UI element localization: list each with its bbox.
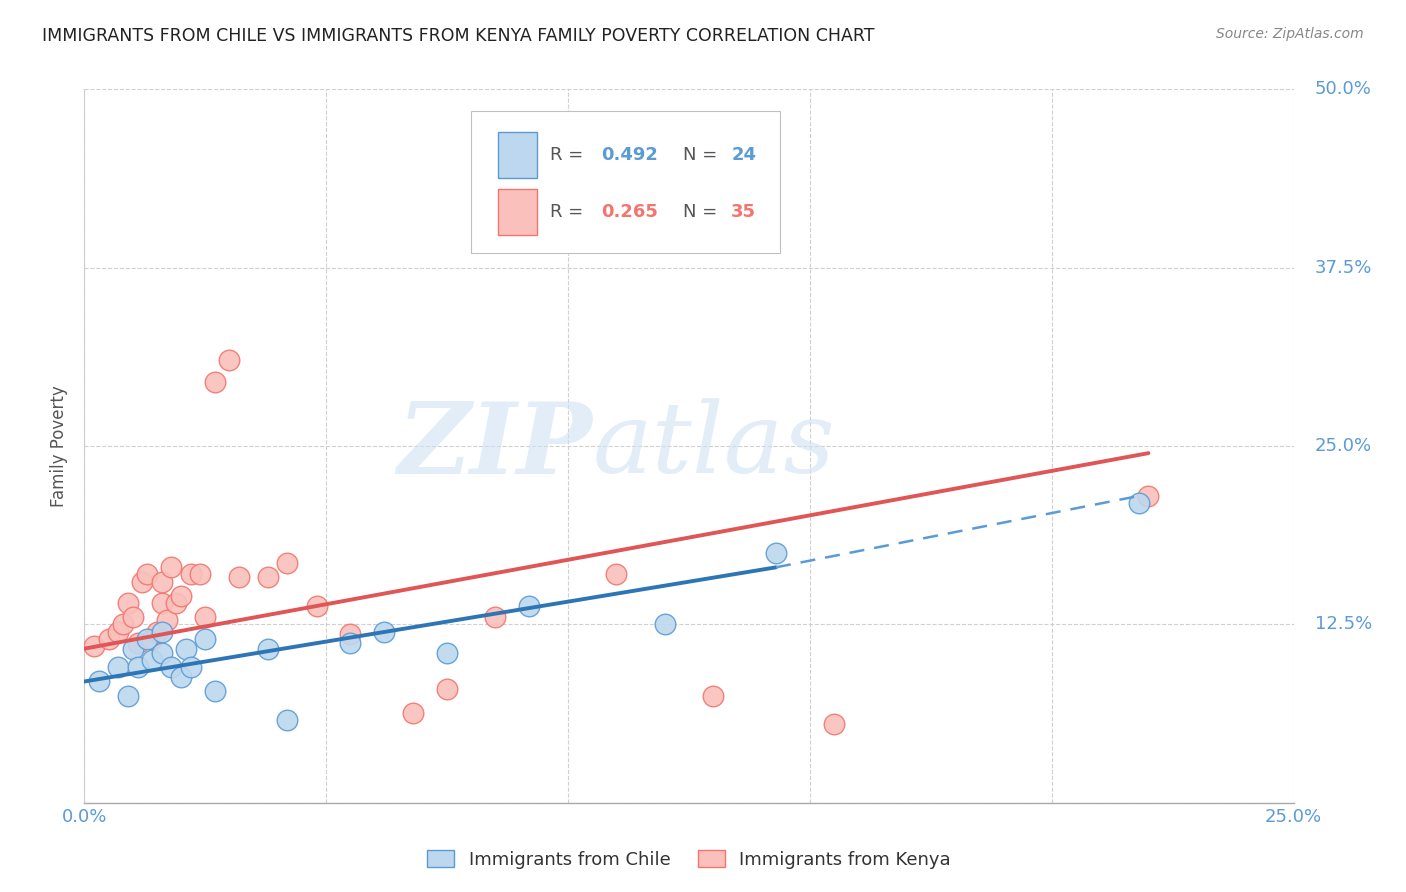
FancyBboxPatch shape [471,111,779,253]
Text: 0.265: 0.265 [600,203,658,221]
Point [204,684,226,698]
Text: R =: R = [550,146,589,164]
Point [127,636,149,650]
Point [180,567,202,582]
Legend: Immigrants from Chile, Immigrants from Kenya: Immigrants from Chile, Immigrants from K… [420,843,957,876]
Point [194,610,217,624]
Text: ZIP: ZIP [398,398,592,494]
Text: 35: 35 [731,203,756,221]
Text: 24: 24 [731,146,756,164]
Point [436,681,458,696]
Text: N =: N = [683,146,723,164]
Point [218,353,240,368]
Point [702,689,724,703]
Point [131,574,153,589]
Point [155,613,177,627]
Point [83,639,105,653]
Point [121,610,143,624]
Point [150,646,173,660]
Point [150,596,173,610]
Point [174,641,197,656]
Point [165,596,187,610]
Point [117,596,139,610]
Point [484,610,506,624]
Point [136,632,159,646]
Point [228,570,250,584]
Point [339,627,361,641]
Bar [498,189,537,235]
Point [654,617,676,632]
Point [107,624,129,639]
Point [150,574,173,589]
Point [257,570,280,584]
Point [373,624,395,639]
Point [339,636,361,650]
Point [107,660,129,674]
Bar [498,132,537,178]
Text: IMMIGRANTS FROM CHILE VS IMMIGRANTS FROM KENYA FAMILY POVERTY CORRELATION CHART: IMMIGRANTS FROM CHILE VS IMMIGRANTS FROM… [42,27,875,45]
Text: 0.492: 0.492 [600,146,658,164]
Point [136,567,159,582]
Point [160,560,183,574]
Point [605,567,627,582]
Point [146,624,169,639]
Point [194,632,217,646]
Text: 25.0%: 25.0% [1315,437,1372,455]
Point [765,546,787,560]
Point [276,556,298,570]
Point [1128,496,1150,510]
Text: R =: R = [550,203,589,221]
Point [517,599,540,613]
Text: 12.5%: 12.5% [1315,615,1372,633]
Point [204,375,226,389]
Point [402,706,425,720]
Point [127,660,149,674]
Point [160,660,183,674]
Text: 37.5%: 37.5% [1315,259,1372,277]
Point [557,168,579,182]
Text: 50.0%: 50.0% [1315,80,1371,98]
Text: Source: ZipAtlas.com: Source: ZipAtlas.com [1216,27,1364,41]
Point [180,660,202,674]
Point [257,641,280,656]
Point [87,674,110,689]
Y-axis label: Family Poverty: Family Poverty [51,385,69,507]
Point [170,670,193,684]
Point [170,589,193,603]
Point [141,632,163,646]
Point [97,632,120,646]
Point [190,567,212,582]
Point [823,717,845,731]
Point [112,617,135,632]
Point [436,646,458,660]
Point [141,653,163,667]
Point [276,713,298,727]
Point [150,624,173,639]
Point [305,599,328,613]
Point [1137,489,1160,503]
Point [121,641,143,656]
Point [117,689,139,703]
Text: N =: N = [683,203,723,221]
Text: atlas: atlas [592,399,835,493]
